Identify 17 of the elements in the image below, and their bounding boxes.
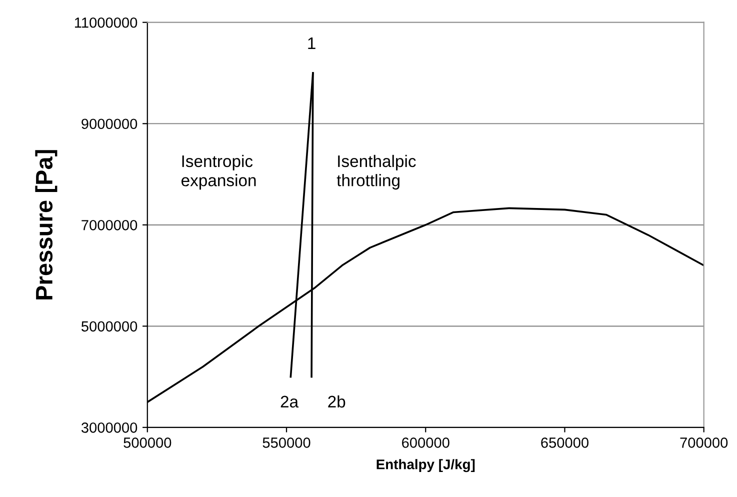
y-tick-label: 11000000 (74, 17, 138, 28)
y-tick-label: 5000000 (81, 321, 138, 332)
x-tick-label: 500000 (124, 438, 172, 448)
annotation: Isentropic expansion (181, 154, 256, 190)
annotation: 2b (328, 395, 346, 408)
x-tick-label: 700000 (680, 438, 728, 448)
annotation: 2a (280, 396, 299, 408)
annotation: 1 (308, 37, 316, 49)
x-axis-title: Enthalpy [J/kg] (376, 459, 475, 472)
x-tick-label: 650000 (541, 438, 588, 448)
annotation: Isenthalpic throttling (336, 154, 416, 190)
x-tick-label: 550000 (262, 438, 310, 448)
y-tick-label: 7000000 (82, 220, 138, 230)
y-tick-label: 3000000 (81, 422, 138, 433)
y-axis-title: Pressure [Pa] (35, 150, 58, 300)
y-tick-label: 9000000 (82, 118, 138, 130)
x-tick-label: 600000 (402, 438, 450, 448)
